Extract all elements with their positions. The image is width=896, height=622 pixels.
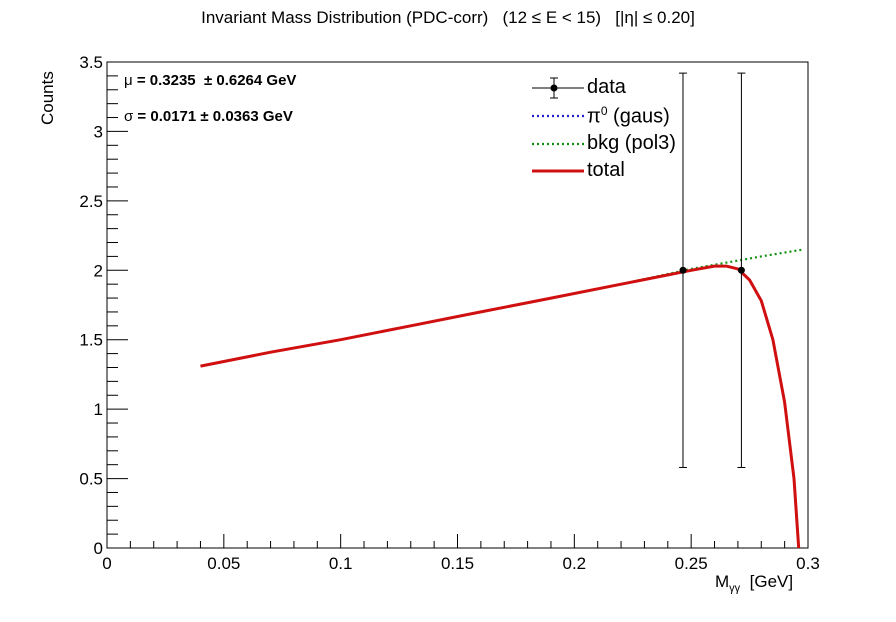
legend-symbol-pi0 [532, 114, 584, 118]
legend-entry-bkg: bkg (pol3) [530, 130, 760, 158]
x-tick-label: 0 [102, 554, 111, 573]
x-tick-label: 0.25 [675, 554, 708, 573]
x-tick-label: 0.05 [207, 554, 240, 573]
sigma-symbol: σ [124, 108, 134, 125]
x-axis-label-unit: [GeV] [740, 572, 794, 591]
y-axis-label: Counts [38, 71, 57, 125]
data-point [679, 266, 687, 274]
data-point [737, 266, 745, 274]
legend-label-pi0-sup: 0 [600, 104, 608, 118]
legend-entry-pi0: π0 (gaus) [530, 102, 760, 130]
y-tick-label: 0.5 [79, 470, 103, 489]
legend-label-pi0-rest: (gaus) [607, 105, 670, 128]
fit-sigma: σ = 0.0171 ± 0.0363 GeV [124, 108, 293, 125]
y-tick-label: 3.5 [79, 53, 103, 72]
legend-entry-total: total [530, 157, 760, 185]
x-tick-label: 0.3 [796, 554, 820, 573]
legend-symbol-data [532, 77, 584, 99]
legend-symbol-total [532, 169, 584, 173]
x-axis-label-main: M [715, 572, 730, 591]
mu-symbol: μ [124, 72, 133, 89]
x-axis-label-subscript: γγ [729, 582, 741, 595]
legend-entry-data: data [530, 74, 760, 102]
legend-label-pi0-main: π [587, 105, 601, 128]
legend-label-data: data [587, 76, 626, 98]
chart-title: Invariant Mass Distribution (PDC-corr) (… [201, 8, 695, 27]
y-tick-label: 3 [94, 122, 103, 141]
x-tick-label: 0.15 [441, 554, 474, 573]
x-tick-label: 0.1 [329, 554, 353, 573]
fit-sigma-value: = 0.0171 ± 0.0363 GeV [133, 108, 293, 125]
series-total-curve [200, 264, 801, 549]
legend-label-pi0: π0 (gaus) [587, 104, 670, 129]
y-tick-label: 0 [94, 539, 103, 558]
x-axis-label: Mγγ [GeV] [715, 572, 793, 594]
x-tick-label: 0.2 [563, 554, 587, 573]
fit-mean-value: = 0.3235 ± 0.6264 GeV [132, 72, 297, 89]
fit-mean: μ = 0.3235 ± 0.6264 GeV [124, 72, 296, 89]
legend-label-total: total [587, 159, 625, 181]
legend-label-bkg: bkg (pol3) [587, 132, 676, 154]
y-tick-label: 2 [94, 261, 103, 280]
legend-symbol-bkg [532, 142, 584, 146]
y-tick-label: 1 [94, 400, 103, 419]
y-tick-label: 1.5 [79, 331, 103, 350]
y-tick-label: 2.5 [79, 192, 103, 211]
